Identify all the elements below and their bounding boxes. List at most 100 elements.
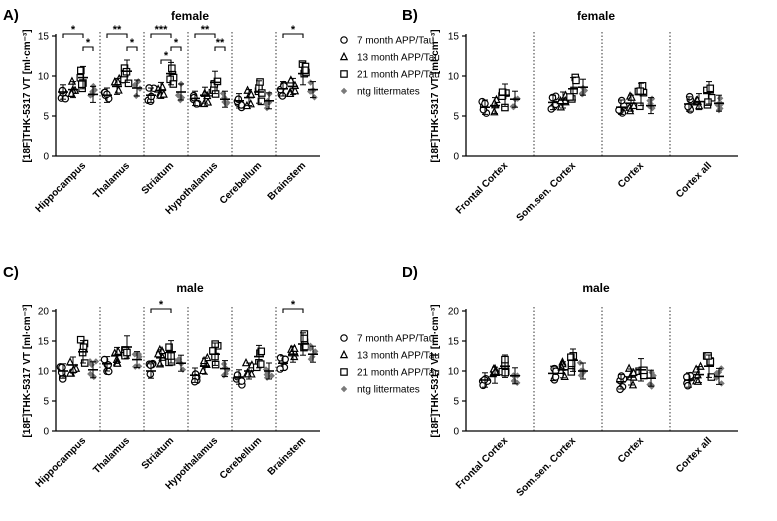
- data-point: [629, 367, 638, 377]
- significance-label: *: [291, 299, 296, 311]
- y-axis-label: [18F]THK-5317 VT [ml·cm⁻³]: [430, 304, 441, 437]
- data-point: [168, 64, 176, 73]
- data-point: [165, 343, 173, 351]
- y-tick-label: 15: [38, 32, 50, 43]
- y-axis-label: [18F]THK-5317 VT [ml·cm⁻³]: [22, 304, 33, 437]
- data-point: [256, 360, 265, 368]
- panel-c: C) male 0 5 10 15 20 [18F]THK-5317 VT [ml·cm⁻³]…: [3, 264, 320, 492]
- legend-label: 21 month APP/Tau: [357, 70, 440, 81]
- data-point: [203, 97, 213, 106]
- data-point: [629, 100, 639, 110]
- x-category-label: Thalamus: [91, 435, 132, 476]
- legend-label: 13 month APP/Tau: [357, 53, 440, 64]
- data-point: [256, 78, 264, 86]
- data-point: [567, 359, 576, 368]
- x-category-label: Cortex: [616, 160, 646, 190]
- x-category-label: Hippocampus: [34, 160, 89, 215]
- data-point: [113, 76, 123, 86]
- data-point: [90, 373, 98, 381]
- panel-title: female: [577, 9, 615, 23]
- legend-diamond-icon: [340, 385, 348, 393]
- data-point: [648, 369, 655, 376]
- panel-title: male: [176, 281, 204, 295]
- data-point: [192, 100, 201, 108]
- data-point: [570, 86, 578, 95]
- x-category-label: Striatum: [140, 160, 177, 197]
- y-tick-label: 0: [453, 152, 459, 163]
- data-point: [174, 357, 182, 364]
- y-tick-label: 5: [43, 397, 49, 408]
- data-point: [625, 105, 635, 115]
- x-category-label: Cerebellum: [218, 435, 264, 481]
- data-point: [258, 89, 266, 97]
- significance-bracket: [150, 308, 172, 313]
- y-tick-label: 10: [38, 72, 50, 83]
- data-point: [257, 347, 266, 356]
- data-point: [706, 84, 715, 93]
- significance-bracket: [160, 59, 172, 64]
- x-category-label: Cortex all: [674, 160, 714, 200]
- significance-bracket: [282, 33, 304, 38]
- legend-label: 13 month APP/Tau: [357, 351, 440, 362]
- significance-bracket: [126, 46, 138, 51]
- y-tick-label: 15: [448, 337, 460, 348]
- data-point: [566, 93, 574, 101]
- data-point: [87, 370, 94, 378]
- legend-male: 7 month APP/Tau 13 month APP/Tau 21 month …: [339, 334, 440, 396]
- significance-bracket: [106, 33, 128, 38]
- significance-label: *: [86, 37, 91, 49]
- data-point: [579, 91, 586, 98]
- data-point: [286, 75, 296, 84]
- significance-label: *: [174, 37, 179, 49]
- data-point: [560, 371, 569, 381]
- data-point: [636, 87, 645, 95]
- data-point: [114, 85, 123, 94]
- data-point: [307, 79, 314, 86]
- data-point: [548, 93, 557, 102]
- y-tick-label: 10: [448, 367, 460, 378]
- significance-label: *: [130, 37, 135, 49]
- significance-label: *: [159, 299, 164, 311]
- panel-label: C): [3, 264, 19, 281]
- y-axis-label: [18F]THK-5317 VT [ml·cm⁻³]: [22, 29, 33, 162]
- significance-bracket: [214, 46, 226, 51]
- legend-diamond-icon: [340, 87, 348, 95]
- data-point: [221, 94, 228, 101]
- data-point: [307, 345, 314, 352]
- panel-label: D): [402, 264, 418, 281]
- legend-square-icon: [340, 70, 348, 78]
- y-tick-label: 10: [38, 367, 50, 378]
- data-point: [718, 380, 725, 387]
- legend-label: 7 month APP/Tau: [357, 36, 434, 47]
- data-point: [211, 360, 220, 369]
- data-point: [636, 102, 644, 111]
- data-point: [113, 346, 123, 355]
- data-point: [87, 92, 94, 99]
- significance-bracket: [282, 308, 304, 313]
- data-point: [77, 80, 86, 89]
- data-point: [510, 377, 518, 385]
- data-point: [716, 95, 724, 102]
- legend-label: ntg littermates: [357, 385, 420, 396]
- y-tick-label: 0: [453, 427, 459, 438]
- y-tick-label: 5: [453, 112, 459, 123]
- data-point: [627, 92, 636, 101]
- significance-label: *: [71, 24, 76, 36]
- data-point: [577, 372, 585, 379]
- data-point: [58, 363, 66, 372]
- legend-circle-icon: [340, 36, 348, 44]
- significance-label: **: [113, 24, 122, 36]
- x-category-label: Frontal Cortex: [454, 160, 510, 216]
- significance-bracket: [170, 46, 182, 51]
- x-category-label: Cortex: [616, 435, 646, 465]
- data-point: [67, 76, 77, 85]
- y-tick-label: 20: [448, 307, 460, 318]
- data-point: [224, 366, 231, 374]
- significance-bracket: [150, 33, 172, 38]
- data-point: [169, 80, 178, 88]
- significance-label: *: [291, 24, 296, 36]
- data-point: [312, 348, 319, 355]
- significance-bracket: [62, 33, 84, 38]
- data-point: [307, 355, 315, 363]
